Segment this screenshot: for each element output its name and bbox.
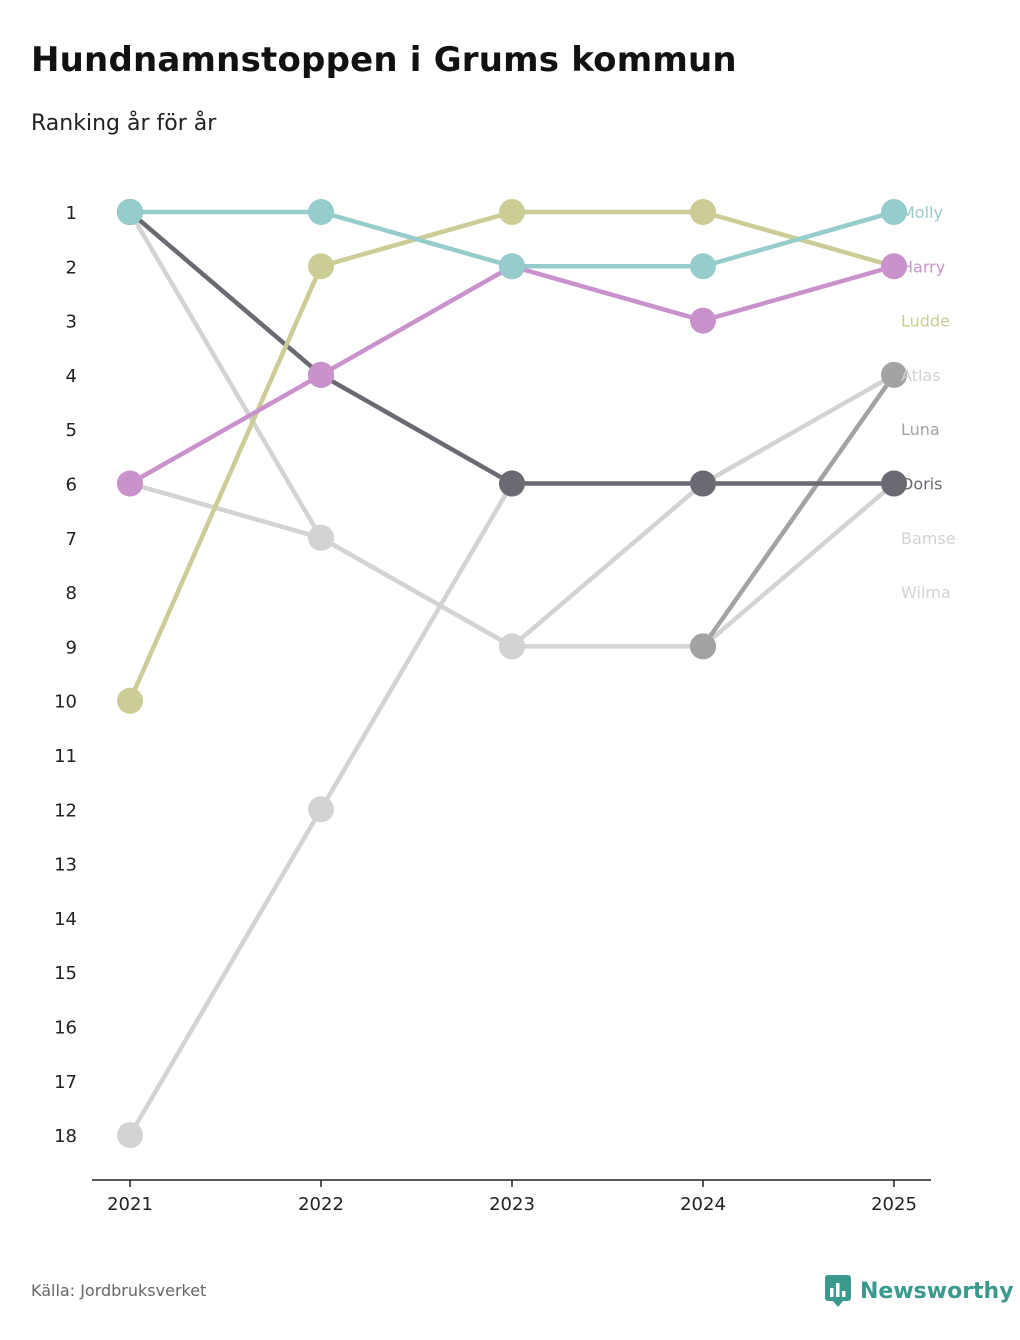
x-tick-label: 2021 [107, 1194, 153, 1215]
y-tick-label: 8 [66, 583, 77, 604]
y-tick-label: 4 [66, 366, 77, 387]
series-label-atlas: Atlas [901, 366, 941, 385]
point-ludde [117, 687, 143, 714]
point-harry [117, 470, 143, 497]
point-ludde [690, 199, 716, 225]
series-label-harry: Harry [901, 257, 945, 276]
y-tick-label: 15 [54, 963, 77, 984]
point-atlas [308, 796, 334, 823]
y-tick-label: 1 [66, 203, 77, 224]
x-tick-label: 2025 [871, 1194, 917, 1215]
chart-subtitle: Ranking år för år [31, 111, 217, 136]
series-label-doris: Doris [901, 475, 942, 494]
series-label-luna: Luna [901, 420, 940, 439]
series-line-luna [700, 372, 897, 649]
y-tick-label: 5 [66, 420, 77, 441]
point-doris [499, 470, 525, 497]
point-doris [881, 470, 907, 497]
point-molly [499, 253, 525, 280]
x-tick-label: 2023 [489, 1194, 535, 1215]
point-luna [690, 633, 716, 660]
point-molly [308, 199, 334, 225]
point-atlas [117, 1122, 143, 1149]
y-tick-label: 6 [66, 475, 77, 496]
point-ludde [499, 199, 525, 225]
y-tick-label: 9 [66, 637, 77, 658]
point-luna [881, 361, 907, 388]
series-label-ludde: Ludde [901, 312, 950, 331]
series-label-molly: Molly [901, 203, 943, 222]
y-tick-label: 17 [54, 1072, 77, 1093]
point-bamse [499, 633, 525, 660]
series-line-harry [127, 264, 897, 486]
series-label-wilma: Wilma [901, 583, 951, 602]
y-tick-label: 3 [66, 312, 77, 333]
point-harry [881, 253, 907, 280]
x-tick-label: 2022 [298, 1194, 344, 1215]
point-molly [881, 199, 907, 225]
y-tick-label: 11 [54, 746, 77, 767]
y-tick-label: 18 [54, 1126, 77, 1147]
y-tick-label: 7 [66, 529, 77, 550]
y-tick-label: 16 [54, 1018, 77, 1039]
y-tick-label: 12 [54, 800, 77, 821]
point-harry [308, 361, 334, 388]
y-tick-label: 2 [66, 257, 77, 278]
brand-logo: Newsworthy [824, 1274, 1014, 1308]
series-label-bamse: Bamse [901, 529, 956, 548]
chart-title: Hundnamnstoppen i Grums kommun [31, 40, 737, 80]
point-molly [690, 253, 716, 280]
point-ludde [308, 253, 334, 280]
y-tick-label: 13 [54, 855, 77, 876]
point-doris [690, 470, 716, 497]
y-tick-label: 14 [54, 909, 77, 930]
newsworthy-icon [825, 1275, 851, 1307]
source-note: Källa: Jordbruksverket [31, 1281, 207, 1300]
point-bamse [308, 524, 334, 551]
point-molly [117, 199, 143, 225]
x-tick-label: 2024 [680, 1194, 726, 1215]
series-line-ludde [127, 209, 897, 703]
brand-name: Newsworthy [860, 1278, 1014, 1304]
y-tick-label: 10 [54, 692, 77, 713]
point-harry [690, 307, 716, 334]
series-line-bamse [127, 481, 897, 649]
